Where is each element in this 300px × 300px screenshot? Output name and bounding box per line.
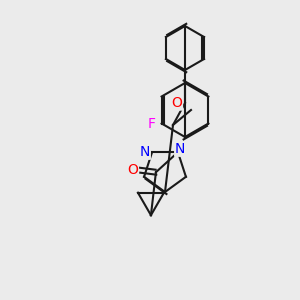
Text: O: O <box>172 96 182 110</box>
Text: O: O <box>128 163 138 177</box>
Text: N: N <box>175 142 185 156</box>
Text: N: N <box>140 145 150 159</box>
Text: F: F <box>148 116 156 130</box>
